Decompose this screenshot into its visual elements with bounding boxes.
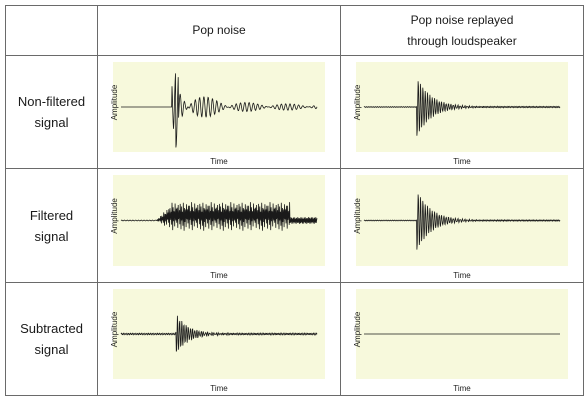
- y-axis-label: Amplitude: [110, 311, 119, 347]
- plot-cell-r1c0: Amplitude Time: [97, 168, 341, 283]
- x-axis-label: Time: [453, 384, 471, 393]
- signal-trace: [363, 81, 561, 136]
- waveform-plot: Amplitude Time: [341, 283, 583, 395]
- waveform-plot: Amplitude Time: [98, 169, 340, 282]
- signal-trace: [121, 73, 318, 148]
- waveform-svg: Amplitude Time: [110, 62, 325, 166]
- column-header-replayed: Pop noise replayed through loudspeaker: [340, 5, 584, 56]
- waveform-svg: Amplitude Time: [110, 289, 325, 393]
- plot-cell-r2c0: Amplitude Time: [97, 282, 341, 396]
- row-label-filtered: Filtered signal: [5, 168, 98, 283]
- column-header-pop-noise-label: Pop noise: [192, 23, 246, 37]
- y-axis-label: Amplitude: [110, 198, 119, 234]
- column-header-replayed-line1: Pop noise replayed: [410, 12, 514, 27]
- waveform-svg: Amplitude Time: [353, 62, 568, 166]
- corner-cell: [5, 5, 98, 56]
- waveform-plot: Amplitude Time: [98, 283, 340, 395]
- row-label-line1: Non-filtered: [17, 94, 86, 109]
- column-header-pop-noise: Pop noise: [97, 5, 341, 56]
- column-header-replayed-line2: through loudspeaker: [407, 33, 517, 48]
- y-axis-label: Amplitude: [353, 198, 362, 234]
- signal-trace: [120, 315, 318, 352]
- row-label-line2: signal: [34, 228, 69, 244]
- x-axis-label: Time: [210, 384, 228, 393]
- signal-trace: [363, 194, 561, 250]
- waveform-plot: Amplitude Time: [98, 56, 340, 168]
- waveform-plot: Amplitude Time: [341, 169, 583, 282]
- row-label-line1: Subtracted: [20, 321, 83, 336]
- comparison-table: Pop noise Pop noise replayed through lou…: [5, 5, 584, 396]
- plot-cell-r0c0: Amplitude Time: [97, 55, 341, 169]
- y-axis-label: Amplitude: [110, 84, 119, 120]
- plot-cell-r2c1: Amplitude Time: [340, 282, 584, 396]
- x-axis-label: Time: [453, 271, 471, 280]
- waveform-svg: Amplitude Time: [353, 289, 568, 393]
- plot-cell-r0c1: Amplitude Time: [340, 55, 584, 169]
- row-label-line1: Filtered: [29, 207, 74, 223]
- y-axis-label: Amplitude: [353, 84, 362, 120]
- x-axis-label: Time: [210, 157, 228, 166]
- signal-trace: [120, 202, 318, 231]
- row-label-subtracted: Subtracted signal: [5, 282, 98, 396]
- row-label-non-filtered: Non-filtered signal: [5, 55, 98, 169]
- waveform-svg: Amplitude Time: [353, 175, 568, 280]
- row-label-line2: signal: [34, 342, 69, 357]
- y-axis-label: Amplitude: [353, 311, 362, 347]
- x-axis-label: Time: [453, 157, 471, 166]
- waveform-plot: Amplitude Time: [341, 56, 583, 168]
- x-axis-label: Time: [210, 271, 228, 280]
- waveform-svg: Amplitude Time: [110, 175, 325, 280]
- row-label-line2: signal: [34, 115, 69, 130]
- plot-cell-r1c1: Amplitude Time: [340, 168, 584, 283]
